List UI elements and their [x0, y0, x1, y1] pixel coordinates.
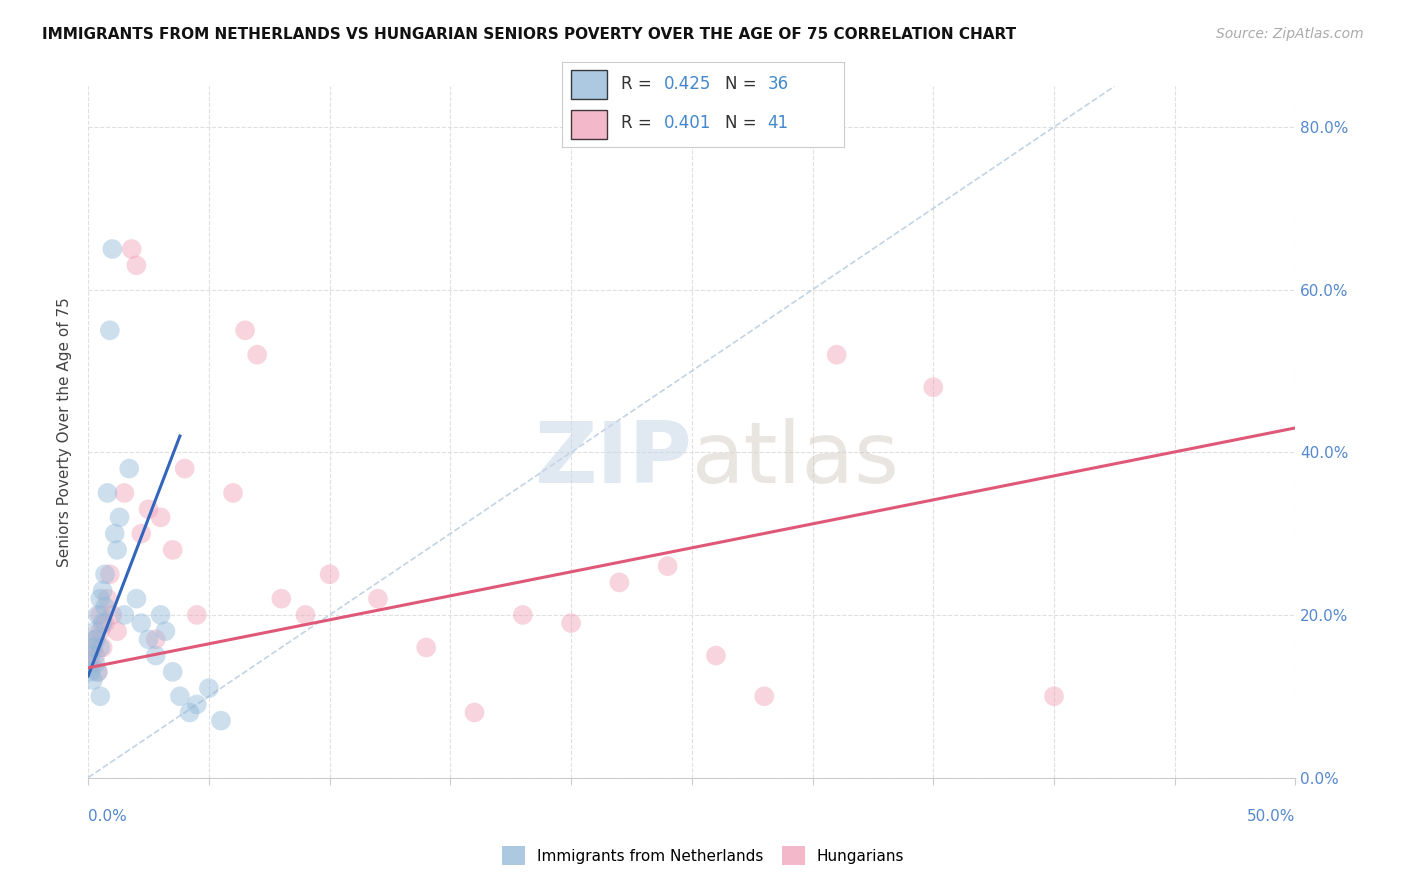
Point: [112, 486, 135, 500]
Text: 36: 36: [768, 76, 789, 94]
Point: [104, 526, 127, 541]
Text: R =: R =: [621, 76, 658, 94]
Point: [415, 640, 437, 655]
Point: [89, 624, 111, 639]
Text: 0.425: 0.425: [664, 76, 711, 94]
Point: [129, 526, 152, 541]
Text: N =: N =: [725, 76, 762, 94]
Point: [94, 567, 117, 582]
Text: ZIP: ZIP: [534, 418, 692, 501]
Point: [222, 486, 245, 500]
Point: [246, 348, 269, 362]
Text: N =: N =: [725, 114, 762, 132]
Point: [318, 567, 340, 582]
Point: [82, 673, 104, 687]
Point: [89, 640, 111, 655]
Legend: Immigrants from Netherlands, Hungarians: Immigrants from Netherlands, Hungarians: [496, 840, 910, 871]
Point: [84, 648, 107, 663]
Point: [198, 681, 221, 695]
Point: [149, 607, 172, 622]
Point: [79, 657, 101, 671]
Point: [512, 607, 534, 622]
Point: [91, 640, 114, 655]
Point: [294, 607, 316, 622]
Point: [79, 648, 101, 663]
Point: [270, 591, 292, 606]
Point: [169, 690, 191, 704]
Point: [138, 502, 160, 516]
Point: [96, 486, 118, 500]
Point: [145, 632, 167, 647]
Point: [1043, 690, 1066, 704]
Point: [105, 542, 128, 557]
Point: [704, 648, 727, 663]
Point: [108, 510, 131, 524]
Point: [96, 591, 118, 606]
Point: [87, 665, 110, 679]
FancyBboxPatch shape: [571, 110, 607, 139]
Point: [101, 242, 124, 256]
Point: [87, 665, 110, 679]
Point: [89, 690, 111, 704]
Point: [145, 648, 167, 663]
Text: Source: ZipAtlas.com: Source: ZipAtlas.com: [1216, 27, 1364, 41]
Point: [94, 616, 117, 631]
Point: [98, 323, 121, 337]
Point: [94, 599, 117, 614]
Point: [754, 690, 776, 704]
Text: 41: 41: [768, 114, 789, 132]
Point: [125, 258, 148, 272]
Point: [162, 665, 184, 679]
Text: 50.0%: 50.0%: [1247, 809, 1295, 823]
Point: [89, 591, 111, 606]
Point: [922, 380, 945, 394]
Text: 0.401: 0.401: [664, 114, 711, 132]
Point: [89, 607, 111, 622]
Text: IMMIGRANTS FROM NETHERLANDS VS HUNGARIAN SENIORS POVERTY OVER THE AGE OF 75 CORR: IMMIGRANTS FROM NETHERLANDS VS HUNGARIAN…: [42, 27, 1017, 42]
Point: [186, 607, 208, 622]
Point: [91, 616, 114, 631]
Point: [149, 510, 172, 524]
Point: [84, 624, 107, 639]
Point: [91, 583, 114, 598]
Y-axis label: Seniors Poverty Over the Age of 75: Seniors Poverty Over the Age of 75: [58, 297, 72, 566]
Text: 0.0%: 0.0%: [89, 809, 127, 823]
Point: [162, 542, 184, 557]
Text: R =: R =: [621, 114, 658, 132]
Point: [129, 616, 152, 631]
Point: [179, 706, 201, 720]
Point: [233, 323, 256, 337]
Point: [105, 624, 128, 639]
Point: [155, 624, 177, 639]
Point: [101, 607, 124, 622]
Point: [121, 242, 143, 256]
Point: [657, 559, 679, 574]
Text: atlas: atlas: [692, 418, 900, 501]
Point: [125, 591, 148, 606]
Point: [825, 348, 848, 362]
Point: [84, 657, 107, 671]
Point: [82, 640, 104, 655]
Point: [209, 714, 232, 728]
Point: [367, 591, 389, 606]
Point: [560, 616, 582, 631]
Point: [112, 607, 135, 622]
Point: [463, 706, 485, 720]
Point: [138, 632, 160, 647]
Point: [609, 575, 631, 590]
Point: [79, 665, 101, 679]
Point: [186, 698, 208, 712]
Point: [84, 632, 107, 647]
Point: [118, 461, 141, 475]
FancyBboxPatch shape: [571, 70, 607, 99]
Point: [84, 632, 107, 647]
Point: [87, 607, 110, 622]
Point: [98, 567, 121, 582]
Point: [82, 640, 104, 655]
Point: [173, 461, 195, 475]
